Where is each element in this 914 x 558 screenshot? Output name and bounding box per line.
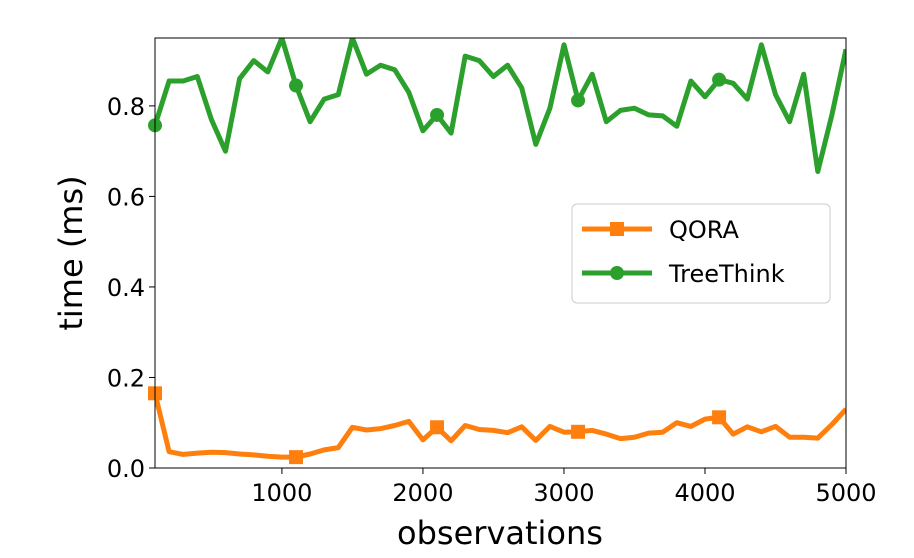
series-line-treethink — [155, 38, 846, 174]
y-tick-label: 0.2 — [107, 364, 145, 392]
y-axis-label: time (ms) — [52, 175, 90, 330]
legend: QORA TreeThink — [571, 203, 831, 304]
data-point-qora — [289, 450, 304, 465]
plot-frame — [154, 37, 847, 469]
y-tick-label: 0.6 — [107, 183, 145, 211]
y-tick-label: 0.4 — [107, 274, 145, 302]
data-point-qora — [712, 410, 727, 425]
series-layer — [155, 38, 846, 460]
data-point-treethink — [571, 93, 586, 108]
data-point-qora — [571, 424, 586, 439]
y-tick-label: 0.0 — [107, 455, 145, 483]
x-tick-label: 1000 — [251, 479, 312, 507]
legend-label-treethink: TreeThink — [668, 260, 785, 288]
y-axis: 0.0 0.2 0.4 0.6 0.8 — [107, 93, 155, 483]
series-line-qora — [155, 392, 846, 460]
legend-label-qora: QORA — [669, 216, 739, 244]
legend-marker-qora — [610, 222, 624, 236]
data-point-qora — [430, 420, 445, 435]
data-point-treethink — [430, 107, 445, 122]
x-tick-label: 5000 — [815, 479, 876, 507]
x-tick-label: 3000 — [533, 479, 594, 507]
x-axis-label: observations — [397, 514, 603, 552]
legend-marker-treethink — [610, 266, 624, 280]
data-point-treethink — [289, 78, 304, 93]
x-axis: 1000 2000 3000 4000 5000 — [251, 468, 877, 507]
x-tick-label: 2000 — [392, 479, 453, 507]
y-tick-label: 0.8 — [107, 93, 145, 121]
x-tick-label: 4000 — [674, 479, 735, 507]
data-point-treethink — [712, 72, 727, 87]
